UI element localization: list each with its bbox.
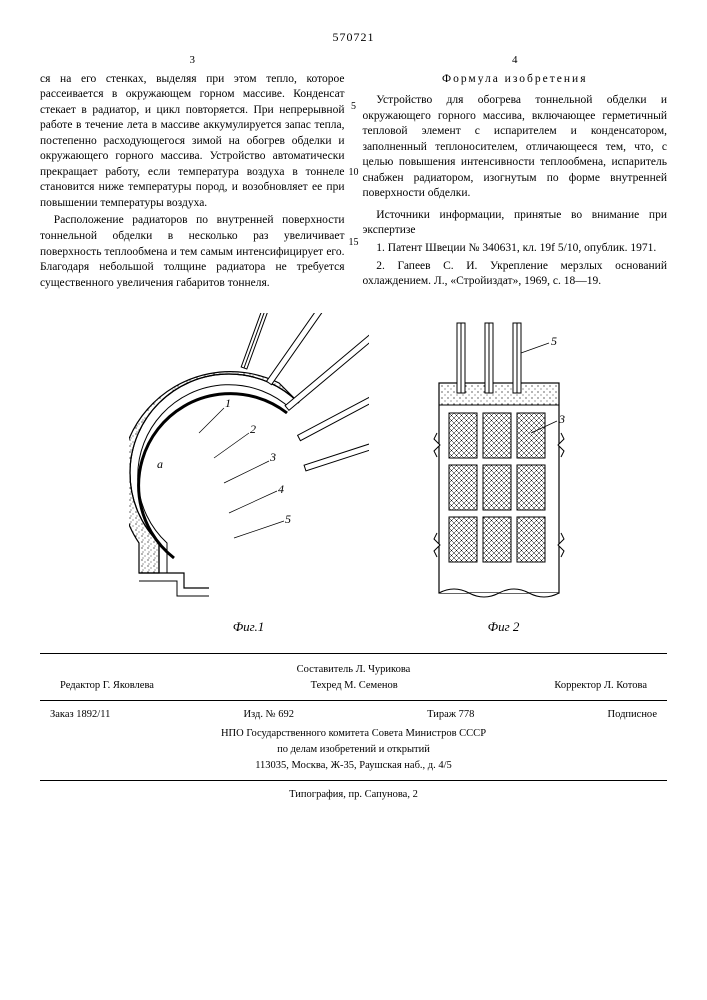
fig1-label-4: 4 — [278, 482, 284, 496]
addr: 113035, Москва, Ж-35, Раушская наб., д. … — [40, 758, 667, 774]
left-para-2: Расположение радиаторов по внутренней по… — [40, 213, 345, 291]
editor: Редактор Г. Яковлева — [60, 678, 154, 694]
figures-area: 1 2 3 4 5 а Фиг.1 — [40, 313, 667, 635]
right-para-1: Устройство для обогрева тоннельной обдел… — [363, 93, 668, 202]
compiler: Составитель Л. Чурикова — [40, 662, 667, 678]
org2: по делам изобретений и открытий — [40, 742, 667, 758]
col-num-left: 3 — [40, 53, 345, 68]
sources-title: Источники информации, принятые во вниман… — [363, 208, 668, 239]
typography: Типография, пр. Сапунова, 2 — [40, 787, 667, 803]
org1: НПО Государственного комитета Совета Мин… — [40, 726, 667, 742]
source-1: 1. Патент Швеции № 340631, кл. 19f 5/10,… — [363, 241, 668, 257]
fig2-caption: Фиг 2 — [429, 619, 579, 635]
tirazh: Тираж 778 — [427, 707, 474, 723]
fig1-label-a: а — [157, 457, 163, 471]
line-marker-5: 5 — [351, 102, 356, 112]
line-marker-15: 15 — [349, 238, 359, 248]
fig1-label-5: 5 — [285, 512, 291, 526]
fig2-label-3: 3 — [558, 412, 565, 426]
podpisnoe: Подписное — [608, 707, 657, 723]
techred: Техред М. Семенов — [311, 678, 398, 694]
divider-2 — [40, 700, 667, 701]
fig1-label-1: 1 — [225, 396, 231, 410]
fig1-caption: Фиг.1 — [129, 619, 369, 635]
corrector: Корректор Л. Котова — [554, 678, 647, 694]
credits-block: Составитель Л. Чурикова Редактор Г. Яков… — [40, 662, 667, 802]
fig1-label-2: 2 — [250, 422, 256, 436]
formula-title: Формула изобретения — [363, 72, 668, 88]
fig1-label-3: 3 — [269, 450, 276, 464]
col-num-right: 4 — [363, 53, 668, 68]
source-2: 2. Гапеев С. И. Укрепление мерзлых основ… — [363, 259, 668, 290]
izd: Изд. № 692 — [243, 707, 294, 723]
fig2-label-5: 5 — [551, 334, 557, 348]
patent-number: 570721 — [40, 30, 667, 45]
right-column: 4 Формула изобретения Устройство для обо… — [363, 53, 668, 293]
line-marker-10: 10 — [349, 168, 359, 178]
divider-1 — [40, 653, 667, 654]
divider-3 — [40, 780, 667, 781]
order: Заказ 1892/11 — [50, 707, 110, 723]
figure-2: 5 3 Фиг 2 — [429, 313, 579, 635]
left-para-1: ся на его стенках, выделяя при этом тепл… — [40, 72, 345, 212]
figure-1: 1 2 3 4 5 а Фиг.1 — [129, 313, 369, 635]
left-column: 3 ся на его стенках, выделяя при этом те… — [40, 53, 345, 293]
